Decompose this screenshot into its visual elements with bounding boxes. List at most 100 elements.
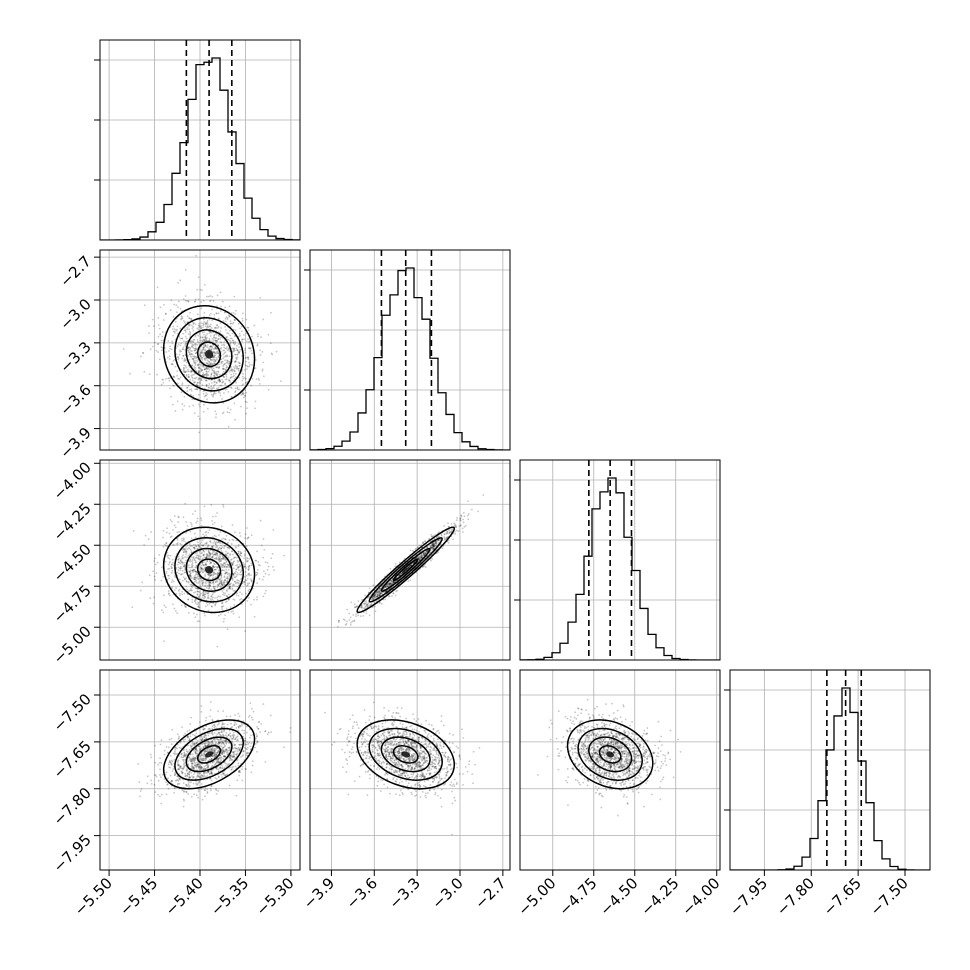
- sample-point: [222, 367, 225, 370]
- sample-point: [172, 384, 174, 387]
- sample-point: [181, 556, 184, 558]
- sample-point: [194, 323, 197, 326]
- sample-point: [225, 740, 228, 743]
- sample-point: [180, 573, 183, 576]
- sample-point: [430, 535, 433, 538]
- sample-point: [203, 728, 206, 730]
- sample-point: [182, 354, 184, 357]
- sample-point: [420, 556, 423, 558]
- sample-point: [225, 366, 228, 369]
- sample-point: [217, 534, 220, 536]
- sample-point: [182, 332, 185, 335]
- sample-point: [222, 620, 225, 623]
- sample-point: [180, 756, 183, 759]
- sample-point: [199, 389, 202, 392]
- sample-point: [194, 347, 197, 350]
- sample-point: [207, 386, 210, 389]
- sample-point: [424, 551, 427, 554]
- sample-point: [230, 322, 233, 325]
- sample-point: [213, 553, 216, 556]
- sample-point: [249, 340, 252, 343]
- sample-point: [132, 529, 135, 532]
- sample-point: [227, 314, 230, 317]
- sample-point: [217, 584, 220, 587]
- sample-point: [212, 339, 215, 342]
- sample-point: [201, 561, 204, 564]
- sample-point: [201, 289, 203, 292]
- sample-point: [152, 325, 155, 328]
- sample-point: [197, 364, 199, 367]
- sample-point: [231, 564, 234, 567]
- sample-point: [453, 524, 456, 527]
- sample-point: [189, 548, 192, 551]
- sample-point: [208, 360, 211, 363]
- sample-point: [222, 380, 225, 383]
- sample-point: [228, 380, 231, 382]
- sample-point: [174, 365, 177, 368]
- sample-point: [221, 538, 223, 540]
- density-contour-1: [174, 317, 244, 392]
- sample-point: [200, 378, 203, 380]
- sample-point: [237, 367, 240, 370]
- sample-point: [176, 543, 179, 546]
- sample-point: [222, 569, 224, 572]
- sample-point: [213, 383, 216, 386]
- sample-point: [232, 612, 235, 615]
- sample-point: [237, 565, 240, 568]
- sample-point: [212, 352, 215, 354]
- sample-point: [213, 540, 216, 542]
- sample-point: [207, 594, 210, 597]
- sample-point: [212, 554, 215, 556]
- sample-point: [215, 761, 218, 764]
- sample-point: [204, 563, 207, 566]
- sample-point: [426, 549, 429, 552]
- sample-point: [242, 750, 245, 753]
- sample-point: [213, 568, 216, 571]
- sample-point: [348, 619, 351, 621]
- sample-point: [437, 539, 440, 542]
- sample-point: [393, 581, 395, 584]
- sample-point: [459, 524, 462, 526]
- sample-point: [200, 592, 202, 595]
- sample-point: [223, 729, 225, 731]
- sample-point: [192, 733, 194, 736]
- sample-point: [220, 726, 223, 729]
- sample-point: [217, 776, 220, 779]
- sample-point: [185, 790, 188, 793]
- sample-point: [271, 552, 274, 555]
- sample-point: [203, 553, 206, 556]
- sample-point: [198, 354, 201, 357]
- sample-point: [207, 295, 210, 298]
- sample-point: [247, 338, 249, 340]
- sample-point: [213, 749, 215, 752]
- sample-point: [242, 396, 245, 399]
- sample-point: [207, 348, 210, 350]
- sample-point: [140, 355, 142, 358]
- sample-point: [367, 596, 369, 599]
- sample-point: [193, 381, 196, 384]
- sample-point: [190, 369, 193, 372]
- sample-point: [227, 611, 230, 614]
- sample-point: [181, 579, 184, 582]
- sample-point: [215, 352, 218, 355]
- sample-point: [368, 587, 371, 590]
- sample-point: [222, 605, 225, 608]
- sample-point: [215, 753, 218, 756]
- sample-point: [214, 553, 217, 556]
- sample-point: [184, 578, 186, 581]
- sample-point: [241, 724, 244, 727]
- sample-point: [258, 577, 261, 580]
- sample-point: [188, 786, 190, 789]
- sample-point: [431, 546, 433, 549]
- sample-point: [422, 551, 425, 554]
- sample-point: [227, 338, 230, 341]
- sample-point: [219, 384, 222, 387]
- sample-point: [181, 357, 183, 360]
- sample-point: [243, 575, 246, 578]
- sample-point: [256, 741, 259, 744]
- sample-point: [205, 385, 208, 388]
- sample-point: [262, 538, 265, 540]
- sample-point: [240, 573, 243, 576]
- sample-point: [207, 370, 210, 373]
- sample-point: [165, 377, 167, 380]
